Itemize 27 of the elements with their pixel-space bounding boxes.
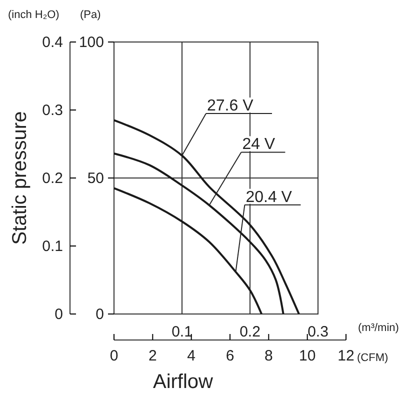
y-axis-title: Static pressure <box>9 111 31 245</box>
y-tick-label: 0.4 <box>42 34 63 51</box>
y2-tick-label: 0 <box>96 306 104 323</box>
x2-tick-label: 2 <box>148 348 157 365</box>
x2-tick-label: 4 <box>187 348 196 365</box>
x-tick-label: 0.2 <box>240 324 260 341</box>
text: 24 V <box>242 136 276 154</box>
text: (CFM) <box>357 352 388 364</box>
y-tick-label: 0 <box>54 306 63 323</box>
y-tick-label: 0.1 <box>42 238 63 255</box>
text: (m³/min) <box>358 322 399 334</box>
x-tick-label: 0.3 <box>308 324 328 341</box>
text: (inch H₂O) <box>8 9 60 21</box>
text: 27.6 V <box>207 98 254 115</box>
y-tick-label: 0.2 <box>42 170 63 187</box>
text: (Pa) <box>80 9 101 21</box>
x-axis-title: Airflow <box>152 371 214 393</box>
x2-tick-label: 6 <box>226 348 234 365</box>
y2-tick-label: 50 <box>87 170 104 187</box>
y2-tick-label: 100 <box>78 34 104 51</box>
x2-tick-label: 8 <box>264 348 273 365</box>
x-tick-label: 0.1 <box>172 324 192 341</box>
y-tick-label: 0.3 <box>42 102 63 119</box>
text: 20.4 V <box>246 188 292 206</box>
x2-tick-label: 12 <box>338 348 354 365</box>
x2-tick-label: 10 <box>298 348 316 365</box>
x2-tick-label: 0 <box>110 348 118 365</box>
